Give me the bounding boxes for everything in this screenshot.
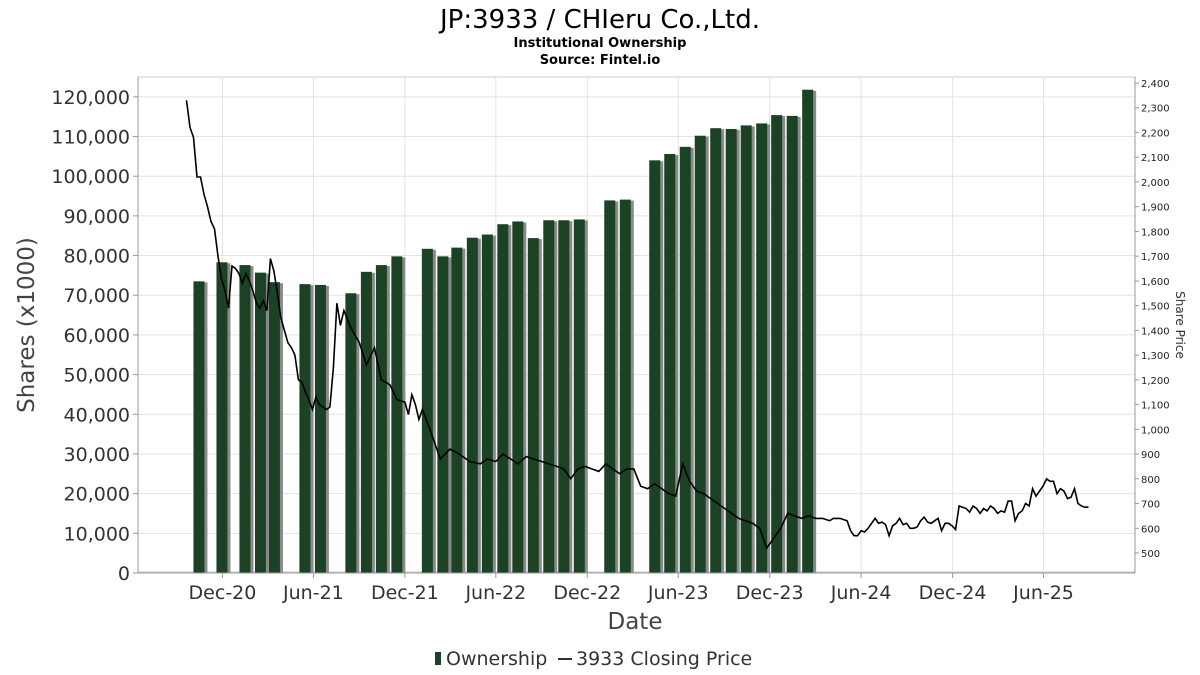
ownership-bar — [497, 224, 509, 573]
y-tick-label: 40,000 — [64, 404, 130, 426]
x-axis-label: Date — [608, 609, 663, 635]
x-tick-label: Dec-24 — [919, 582, 987, 604]
legend-ownership-label: Ownership — [446, 648, 547, 670]
y2-tick-label: 1,300 — [1141, 351, 1170, 362]
y-tick-label: 100,000 — [51, 166, 130, 188]
legend-price-label: 3933 Closing Price — [576, 648, 752, 670]
y-tick-label: 120,000 — [51, 87, 130, 109]
y2-tick-label: 2,400 — [1141, 79, 1170, 90]
ownership-bar — [437, 256, 449, 573]
ownership-bars — [193, 89, 817, 574]
y-tick-label: 70,000 — [64, 285, 130, 307]
y-axis-label: Shares (x1000) — [14, 237, 40, 413]
ownership-bar — [216, 262, 228, 573]
x-tick-label: Jun-24 — [830, 582, 892, 604]
ownership-bar — [391, 256, 403, 573]
ownership-bar — [314, 284, 326, 573]
x-tick-label: Dec-21 — [371, 582, 439, 604]
y-tick-label: 30,000 — [64, 444, 130, 466]
y2-tick-label: 800 — [1141, 475, 1160, 486]
ownership-bar — [604, 200, 616, 574]
y2-tick-label: 700 — [1141, 500, 1160, 511]
ownership-bar — [573, 219, 585, 573]
ownership-bar — [802, 89, 814, 573]
y2-tick-label: 1,400 — [1141, 326, 1170, 337]
y2-tick-label: 600 — [1141, 524, 1160, 535]
price-line — [185, 100, 1089, 550]
y2-tick-label: 1,100 — [1141, 401, 1170, 412]
ownership-bar — [756, 123, 768, 573]
y-tick-label: 0 — [118, 563, 130, 585]
y-tick-label: 60,000 — [64, 325, 130, 347]
ownership-bar — [619, 199, 631, 573]
x-tick-label: Dec-23 — [736, 582, 804, 604]
ownership-bar — [649, 160, 661, 573]
x-tick-label: Jun-23 — [647, 582, 709, 604]
x-tick-label: Dec-22 — [553, 582, 621, 604]
ownership-bar — [254, 272, 266, 573]
y2-tick-label: 1,700 — [1141, 252, 1170, 263]
y2-tick-label: 2,300 — [1141, 104, 1170, 115]
ownership-bar — [299, 284, 311, 573]
y-tick-label: 80,000 — [64, 246, 130, 268]
ownership-bar — [786, 115, 798, 573]
plot-area — [137, 76, 1136, 573]
ownership-bar — [421, 248, 433, 574]
chart-subtitle: Institutional Ownership — [514, 36, 687, 51]
legend-ownership-swatch — [435, 652, 441, 665]
ownership-bar — [527, 238, 539, 573]
ownership-bar — [543, 220, 555, 573]
ownership-bar — [679, 146, 691, 574]
ownership-bar — [725, 128, 737, 573]
y2-tick-label: 1,000 — [1141, 425, 1170, 436]
ownership-bar — [664, 153, 676, 574]
chart-title: JP:3933 / CHIeru Co.,Ltd. — [438, 5, 760, 35]
axes — [137, 77, 1136, 574]
y-tick-label: 90,000 — [64, 206, 130, 228]
ownership-bar — [345, 293, 357, 573]
y-tick-label: 50,000 — [64, 365, 130, 387]
y2-axis-ticks: 500 600 700 800 900 1,000 1,100 1,200 1,300 1,400… — [1135, 79, 1170, 560]
y2-tick-label: 500 — [1141, 549, 1160, 560]
x-tick-label: Jun-25 — [1012, 582, 1074, 604]
y2-tick-label: 2,200 — [1141, 128, 1170, 139]
ownership-bar — [451, 247, 463, 573]
y2-tick-label: 2,000 — [1141, 178, 1170, 189]
ownership-bar — [771, 115, 783, 573]
y-tick-label: 10,000 — [64, 523, 130, 545]
ownership-bar — [740, 125, 752, 573]
ownership-bar — [558, 220, 570, 573]
y2-tick-label: 900 — [1141, 450, 1160, 461]
ownership-bar — [710, 128, 722, 573]
y-tick-label: 110,000 — [51, 127, 130, 149]
ownership-bar — [360, 271, 372, 573]
y2-axis-label: Share Price — [1173, 291, 1187, 359]
y-axis-ticks: 0 10,000 20,000 30,000 40,000 50,000 60,000 70,… — [51, 87, 138, 585]
ownership-bar — [694, 135, 706, 574]
ownership-bar — [512, 221, 524, 574]
ownership-bar — [466, 237, 478, 574]
x-tick-label: Dec-20 — [189, 582, 257, 604]
x-tick-label: Jun-22 — [464, 582, 526, 604]
ownership-bar — [268, 282, 280, 573]
ownership-bar — [481, 234, 493, 573]
ownership-bar — [193, 281, 205, 573]
x-axis-ticks: Dec-20 Jun-21 Dec-21 Jun-22 Dec-22 Jun-23 Dec-… — [189, 573, 1074, 604]
y2-tick-label: 2,100 — [1141, 153, 1170, 164]
y2-tick-label: 1,800 — [1141, 227, 1170, 238]
y-tick-label: 20,000 — [64, 484, 130, 506]
chart-source: Source: Fintel.io — [540, 53, 661, 68]
x-tick-label: Jun-21 — [282, 582, 344, 604]
legend: Ownership 3933 Closing Price — [435, 648, 752, 670]
ownership-bar — [375, 265, 387, 573]
y2-tick-label: 1,900 — [1141, 203, 1170, 214]
y2-tick-label: 1,500 — [1141, 302, 1170, 313]
ownership-bar — [239, 265, 251, 573]
y2-tick-label: 1,600 — [1141, 277, 1170, 288]
y2-tick-label: 1,200 — [1141, 376, 1170, 387]
